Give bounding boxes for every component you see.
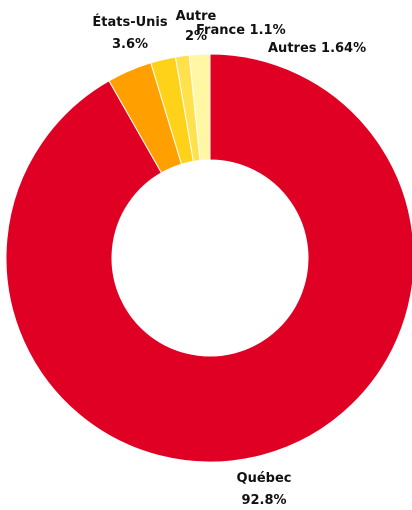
slice-label-name: Autre xyxy=(176,9,217,24)
data-label--tats-unis: États-Unis 3.6% xyxy=(92,14,167,52)
slice-label-name: Québec xyxy=(237,471,292,486)
data-label-france: France 1.1% xyxy=(196,23,286,38)
slices-layer xyxy=(5,53,412,463)
slice-qu-bec xyxy=(5,53,412,463)
slice-label: Autres 1.64% xyxy=(268,41,366,56)
slice-label: France 1.1% xyxy=(196,23,286,38)
labels-layer: Québec 92.8% États-Unis 3.6% Autre 2%France 1… xyxy=(92,9,366,508)
data-label-autres: Autres 1.64% xyxy=(268,41,366,56)
data-label-qu-bec: Québec 92.8% xyxy=(237,471,292,508)
slice-label-value: 3.6% xyxy=(112,37,148,52)
data-label-autre: Autre 2% xyxy=(176,9,217,44)
slice-label-name: États-Unis xyxy=(92,14,167,30)
slice-autres xyxy=(188,53,211,162)
slice-label-value: 2% xyxy=(185,29,207,44)
slice-label-value: 92.8% xyxy=(241,493,286,506)
